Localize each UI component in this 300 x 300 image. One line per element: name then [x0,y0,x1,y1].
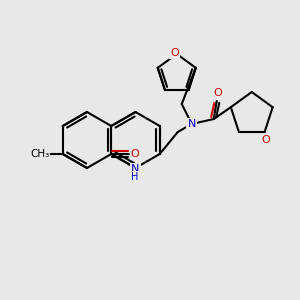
Text: O: O [213,88,222,98]
Text: O: O [131,149,140,159]
Text: CH₃: CH₃ [30,149,50,159]
Text: N: N [131,164,140,174]
Text: O: O [261,135,270,145]
Text: N: N [188,119,196,129]
Text: H: H [131,172,138,182]
Text: O: O [170,48,179,58]
